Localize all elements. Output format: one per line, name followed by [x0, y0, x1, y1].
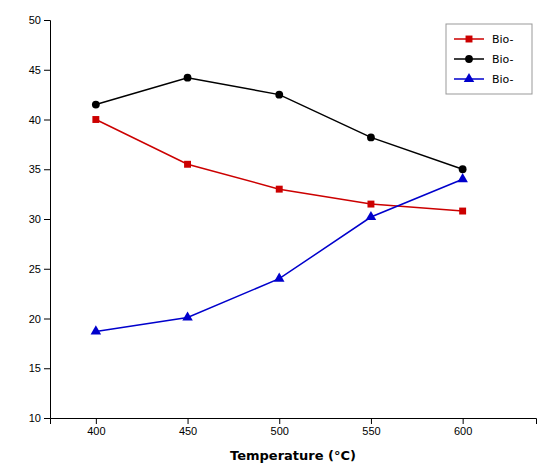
- y-tick-mark: [44, 219, 50, 220]
- y-tick: 50: [29, 14, 50, 26]
- x-axis-line: [51, 419, 537, 425]
- data-point: [459, 208, 466, 215]
- x-tick: 500: [271, 418, 289, 437]
- y-tick: 30: [29, 213, 50, 225]
- data-point: [274, 273, 285, 282]
- y-tick-mark: [44, 20, 50, 21]
- y-tick-mark: [44, 120, 50, 121]
- y-axis: 10 15 20 25 30 35 40 45 50: [29, 14, 51, 424]
- y-tick-label: 15: [29, 362, 41, 374]
- x-tick: 400: [87, 418, 105, 437]
- y-tick-mark: [44, 269, 50, 270]
- legend-label: Bio-: [492, 73, 514, 86]
- y-tick-mark: [44, 70, 50, 71]
- y-axis-line: [44, 21, 51, 419]
- legend-label: Bio-: [492, 33, 514, 46]
- legend-label: Bio-: [492, 53, 514, 66]
- y-tick: 15: [29, 362, 50, 374]
- legend-item: Bio-: [454, 73, 514, 86]
- data-point: [182, 311, 193, 320]
- data-point: [366, 211, 377, 220]
- series-line: [96, 78, 463, 170]
- legend: Bio- Bio- Bio-: [446, 24, 532, 94]
- y-tick-label: 30: [29, 213, 41, 225]
- data-point: [184, 161, 191, 168]
- data-point: [275, 91, 283, 99]
- x-tick: 600: [454, 418, 472, 437]
- x-axis: 400 450 500 550 600: [51, 418, 537, 437]
- x-tick-label: 550: [362, 425, 380, 437]
- y-tick-mark: [44, 368, 50, 369]
- y-tick: 20: [29, 313, 50, 325]
- y-tick-label: 10: [29, 412, 41, 424]
- y-tick-mark: [44, 319, 50, 320]
- x-tick-label: 400: [87, 425, 105, 437]
- legend-marker: [464, 73, 475, 82]
- data-point: [276, 186, 283, 193]
- legend-box: [446, 24, 532, 94]
- data-point: [92, 116, 99, 123]
- y-tick: 45: [29, 64, 50, 76]
- data-point: [92, 101, 100, 109]
- legend-marker: [465, 55, 473, 63]
- x-tick-label: 500: [271, 425, 289, 437]
- x-tick-label: 600: [454, 425, 472, 437]
- marks: [91, 74, 468, 335]
- y-tick: 35: [29, 163, 50, 175]
- data-point: [91, 325, 102, 334]
- series-line: [96, 120, 463, 212]
- y-tick: 25: [29, 263, 50, 275]
- data-point: [367, 201, 374, 208]
- x-tick-mark: [96, 418, 97, 424]
- y-tick-label: 40: [29, 114, 41, 126]
- y-tick-mark: [44, 169, 50, 170]
- x-tick: 450: [179, 418, 197, 437]
- x-tick-mark: [371, 418, 372, 424]
- y-tick: 10: [29, 412, 50, 424]
- legend-marker: [466, 36, 473, 43]
- y-tick: 40: [29, 114, 50, 126]
- x-tick: 550: [362, 418, 380, 437]
- x-axis-title: Temperature (°C): [230, 448, 356, 463]
- y-tick-label: 50: [29, 14, 41, 26]
- legend-item: Bio-: [454, 53, 514, 66]
- y-tick-label: 35: [29, 163, 41, 175]
- data-point: [457, 173, 468, 182]
- y-tick-mark: [44, 418, 50, 419]
- data-point: [367, 134, 375, 142]
- y-tick-label: 25: [29, 263, 41, 275]
- x-tick-mark: [279, 418, 280, 424]
- data-point: [459, 165, 467, 173]
- y-tick-label: 45: [29, 64, 41, 76]
- plot: 400450500550600101520253035404550Bio-Bio…: [29, 14, 537, 437]
- y-tick-label: 20: [29, 313, 41, 325]
- series-line: [96, 179, 463, 331]
- x-tick-label: 450: [179, 425, 197, 437]
- legend-item: Bio-: [454, 33, 514, 46]
- x-tick-mark: [188, 418, 189, 424]
- chart: 400450500550600101520253035404550Bio-Bio…: [0, 0, 560, 474]
- data-point: [184, 74, 192, 82]
- x-tick-mark: [463, 418, 464, 424]
